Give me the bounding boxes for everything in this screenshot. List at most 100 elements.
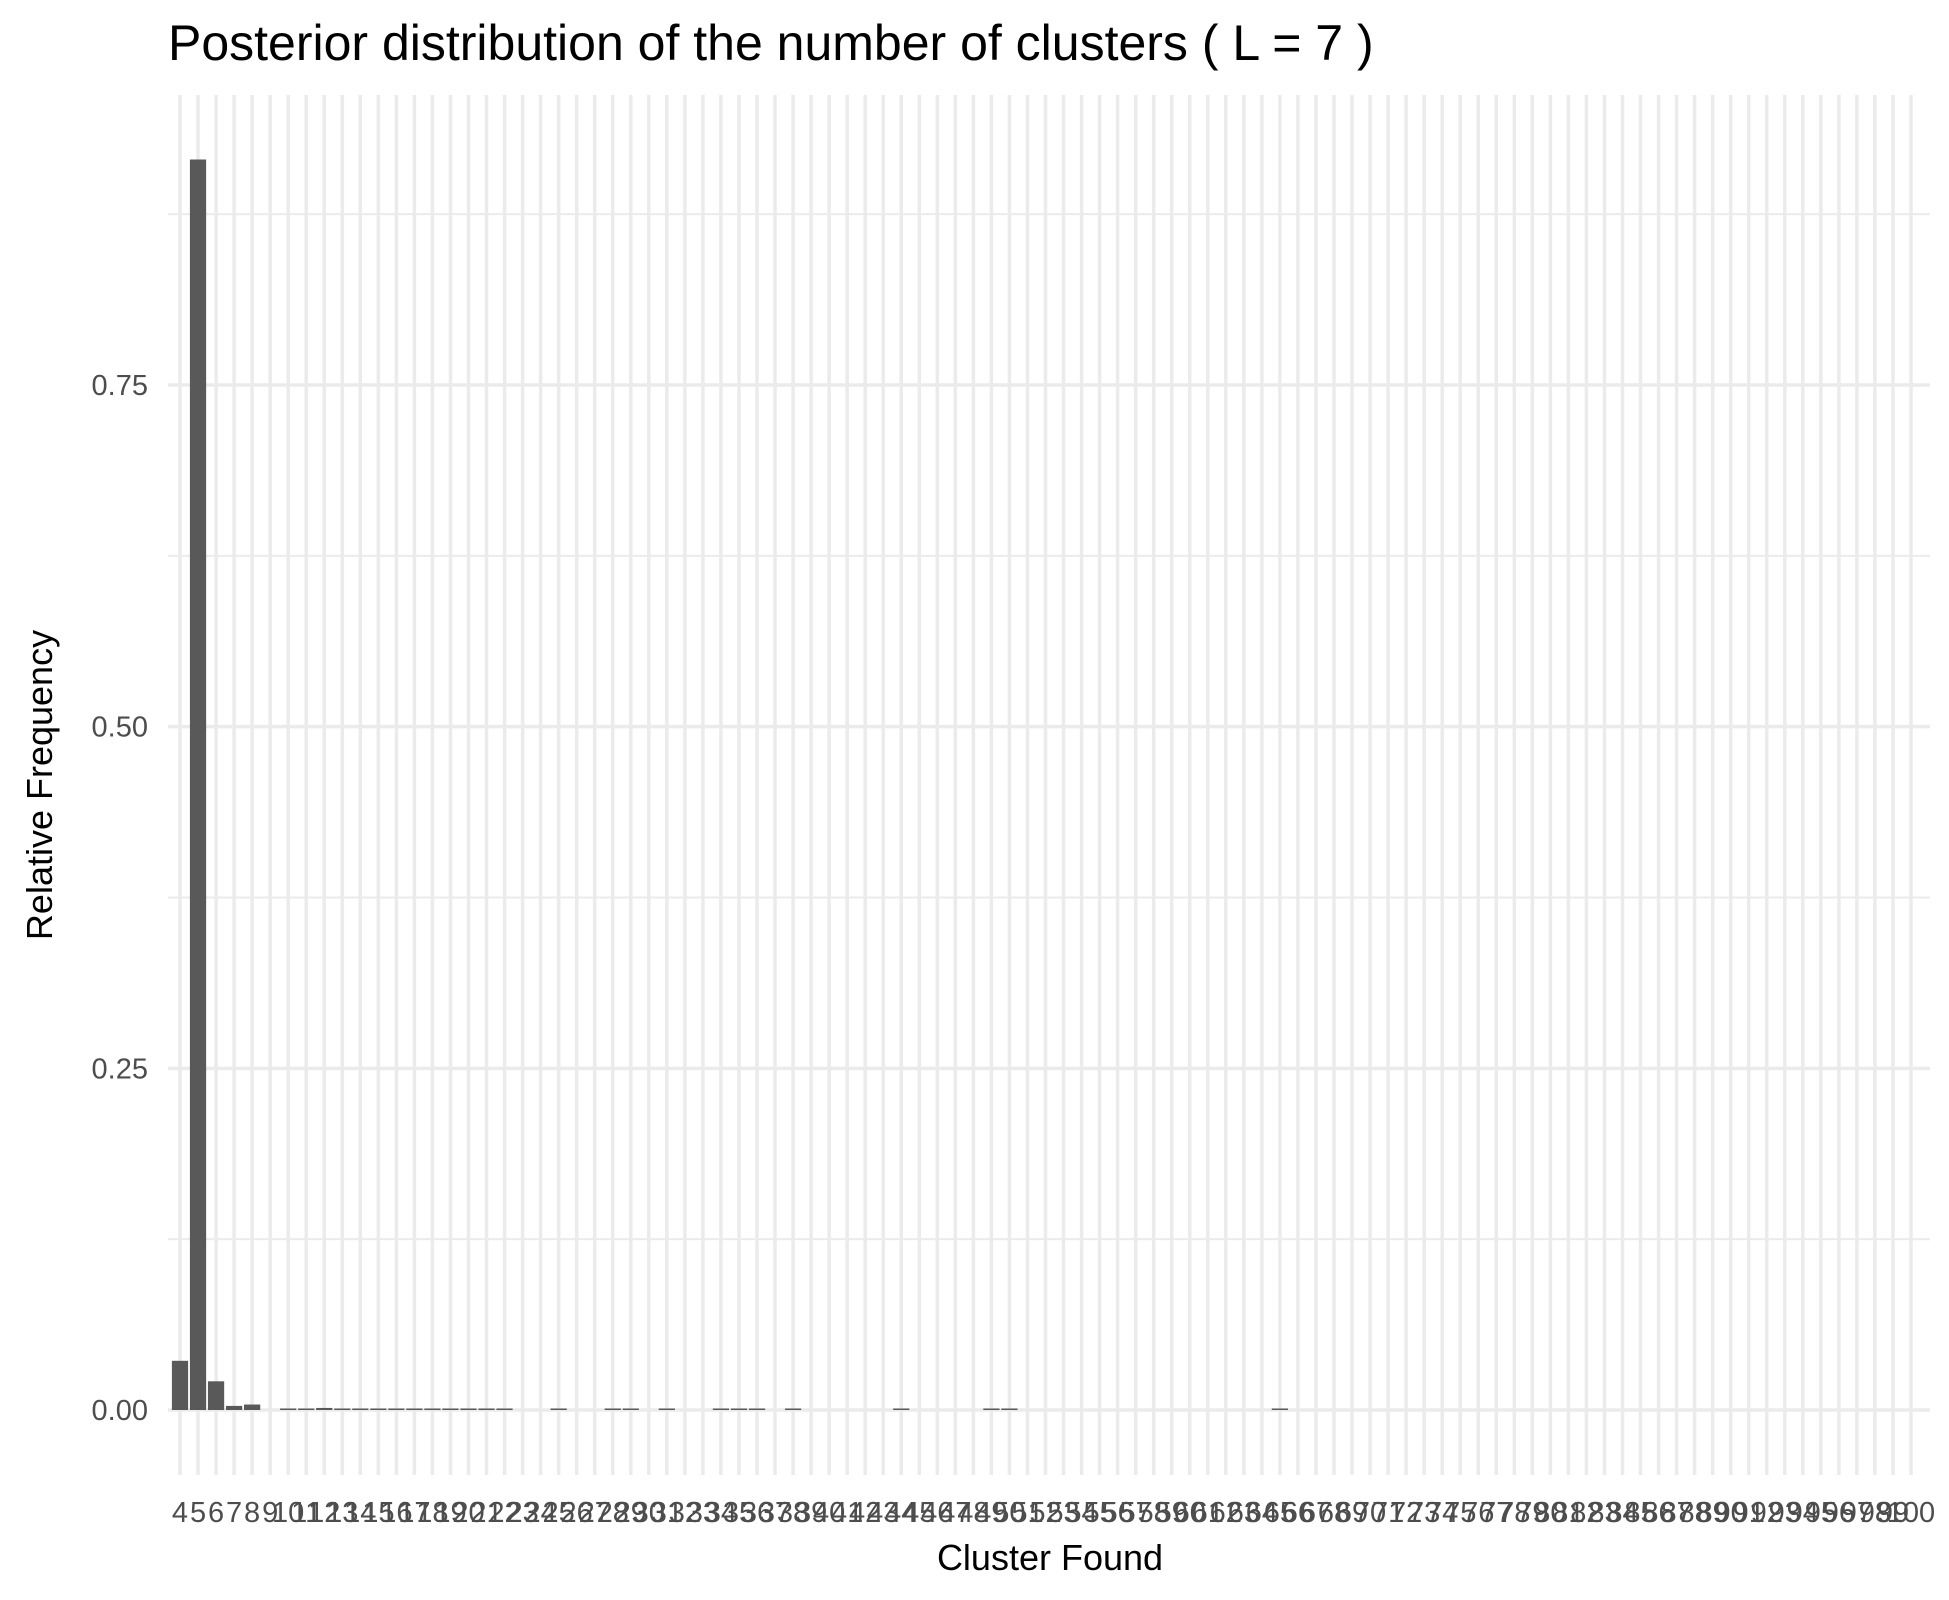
x-tick-labels: 4 5 6 7 8 91011121314151617181920212223242526…: [172, 1497, 1935, 1529]
x-tick-label: 85: [1624, 1497, 1656, 1529]
x-tick-label: 86: [1642, 1497, 1674, 1529]
x-tick-label: 50: [993, 1497, 1025, 1529]
x-tick-label: 91: [1733, 1497, 1765, 1529]
x-tick-label: 27: [579, 1497, 611, 1529]
x-tick-label: 47: [939, 1497, 971, 1529]
x-tick-label: 22: [488, 1497, 520, 1529]
x-tick-label: 51: [1011, 1497, 1043, 1529]
x-tick-label: 97: [1841, 1497, 1873, 1529]
x-tick-label: 42: [849, 1497, 881, 1529]
bar: [712, 1408, 730, 1410]
bar: [893, 1408, 910, 1410]
x-tick-label: 66: [1282, 1497, 1314, 1529]
bar: [244, 1404, 261, 1410]
bar: [784, 1408, 802, 1410]
x-tick-label: 37: [759, 1497, 791, 1529]
x-tick-label: 9: [262, 1497, 278, 1529]
x-tick-label: 8: [244, 1497, 260, 1529]
x-tick-label: 34: [705, 1497, 737, 1529]
x-tick-label: 44: [885, 1497, 917, 1529]
x-tick-label: 72: [1390, 1497, 1422, 1529]
bar: [424, 1408, 441, 1410]
bar: [1001, 1408, 1018, 1410]
bar: [352, 1408, 369, 1410]
x-tick-label: 48: [957, 1497, 989, 1529]
bar: [171, 1360, 189, 1410]
x-tick-label: 73: [1408, 1497, 1440, 1529]
x-tick-label: 15: [362, 1497, 394, 1529]
x-tick-label: 68: [1318, 1497, 1350, 1529]
x-axis-title: Cluster Found: [937, 1537, 1163, 1578]
bar: [334, 1408, 351, 1410]
x-tick-label: 87: [1660, 1497, 1692, 1529]
x-tick-label: 46: [921, 1497, 953, 1529]
x-tick-label: 45: [903, 1497, 935, 1529]
x-tick-label: 59: [1156, 1497, 1188, 1529]
x-tick-label: 4: [172, 1497, 188, 1529]
bar: [280, 1408, 297, 1410]
x-tick-label: 62: [1210, 1497, 1242, 1529]
x-tick-label: 61: [1192, 1497, 1224, 1529]
bar: [550, 1408, 567, 1410]
x-tick-label: 52: [1029, 1497, 1061, 1529]
x-tick-label: 26: [561, 1497, 593, 1529]
x-tick-label: 49: [975, 1497, 1007, 1529]
x-tick-label: 10: [272, 1497, 304, 1529]
x-tick-label: 39: [795, 1497, 827, 1529]
x-tick-label: 63: [1228, 1497, 1260, 1529]
x-tick-label: 31: [651, 1497, 683, 1529]
x-tick-label: 23: [506, 1497, 538, 1529]
x-tick-label: 54: [1065, 1497, 1097, 1529]
bar: [316, 1407, 333, 1410]
bar: [748, 1408, 766, 1410]
x-tick-label: 32: [669, 1497, 701, 1529]
bar: [622, 1408, 639, 1410]
y-tick-label: 0.25: [92, 1053, 148, 1085]
x-tick-label: 58: [1138, 1497, 1170, 1529]
x-tick-label: 75: [1444, 1497, 1476, 1529]
grid: [168, 95, 1930, 1475]
x-tick-label: 89: [1697, 1497, 1729, 1529]
x-tick-label: 92: [1751, 1497, 1783, 1529]
x-tick-label: 14: [344, 1497, 376, 1529]
x-tick-label: 12: [308, 1497, 340, 1529]
x-tick-label: 33: [687, 1497, 719, 1529]
bar: [496, 1408, 513, 1410]
x-tick-label: 81: [1552, 1497, 1584, 1529]
x-tick-label: 88: [1678, 1497, 1710, 1529]
x-tick-label: 77: [1480, 1497, 1512, 1529]
bars: [171, 159, 1289, 1410]
x-tick-label: 67: [1300, 1497, 1332, 1529]
x-tick-label: 41: [831, 1497, 863, 1529]
x-tick-label: 82: [1570, 1497, 1602, 1529]
x-tick-label: 100: [1887, 1497, 1935, 1529]
bar: [730, 1408, 748, 1410]
x-tick-label: 78: [1498, 1497, 1530, 1529]
x-tick-label: 17: [398, 1497, 430, 1529]
x-tick-label: 96: [1823, 1497, 1855, 1529]
x-tick-label: 60: [1174, 1497, 1206, 1529]
x-tick-label: 30: [633, 1497, 665, 1529]
y-tick-label: 0.75: [92, 370, 148, 402]
bar: [460, 1408, 477, 1410]
x-tick-label: 16: [380, 1497, 412, 1529]
x-tick-label: 6: [208, 1497, 224, 1529]
x-tick-label: 35: [723, 1497, 755, 1529]
x-tick-label: 53: [1047, 1497, 1079, 1529]
x-tick-label: 20: [452, 1497, 484, 1529]
bar: [207, 1381, 225, 1410]
x-tick-label: 36: [741, 1497, 773, 1529]
x-tick-label: 95: [1805, 1497, 1837, 1529]
x-tick-label: 24: [524, 1497, 556, 1529]
x-tick-label: 76: [1462, 1497, 1494, 1529]
x-tick-label: 93: [1769, 1497, 1801, 1529]
x-tick-label: 84: [1606, 1497, 1638, 1529]
x-tick-label: 64: [1246, 1497, 1278, 1529]
x-tick-label: 25: [543, 1497, 575, 1529]
x-tick-label: 38: [777, 1497, 809, 1529]
bar: [478, 1408, 495, 1410]
x-tick-label: 69: [1336, 1497, 1368, 1529]
bar: [658, 1408, 675, 1410]
bar: [370, 1408, 387, 1410]
